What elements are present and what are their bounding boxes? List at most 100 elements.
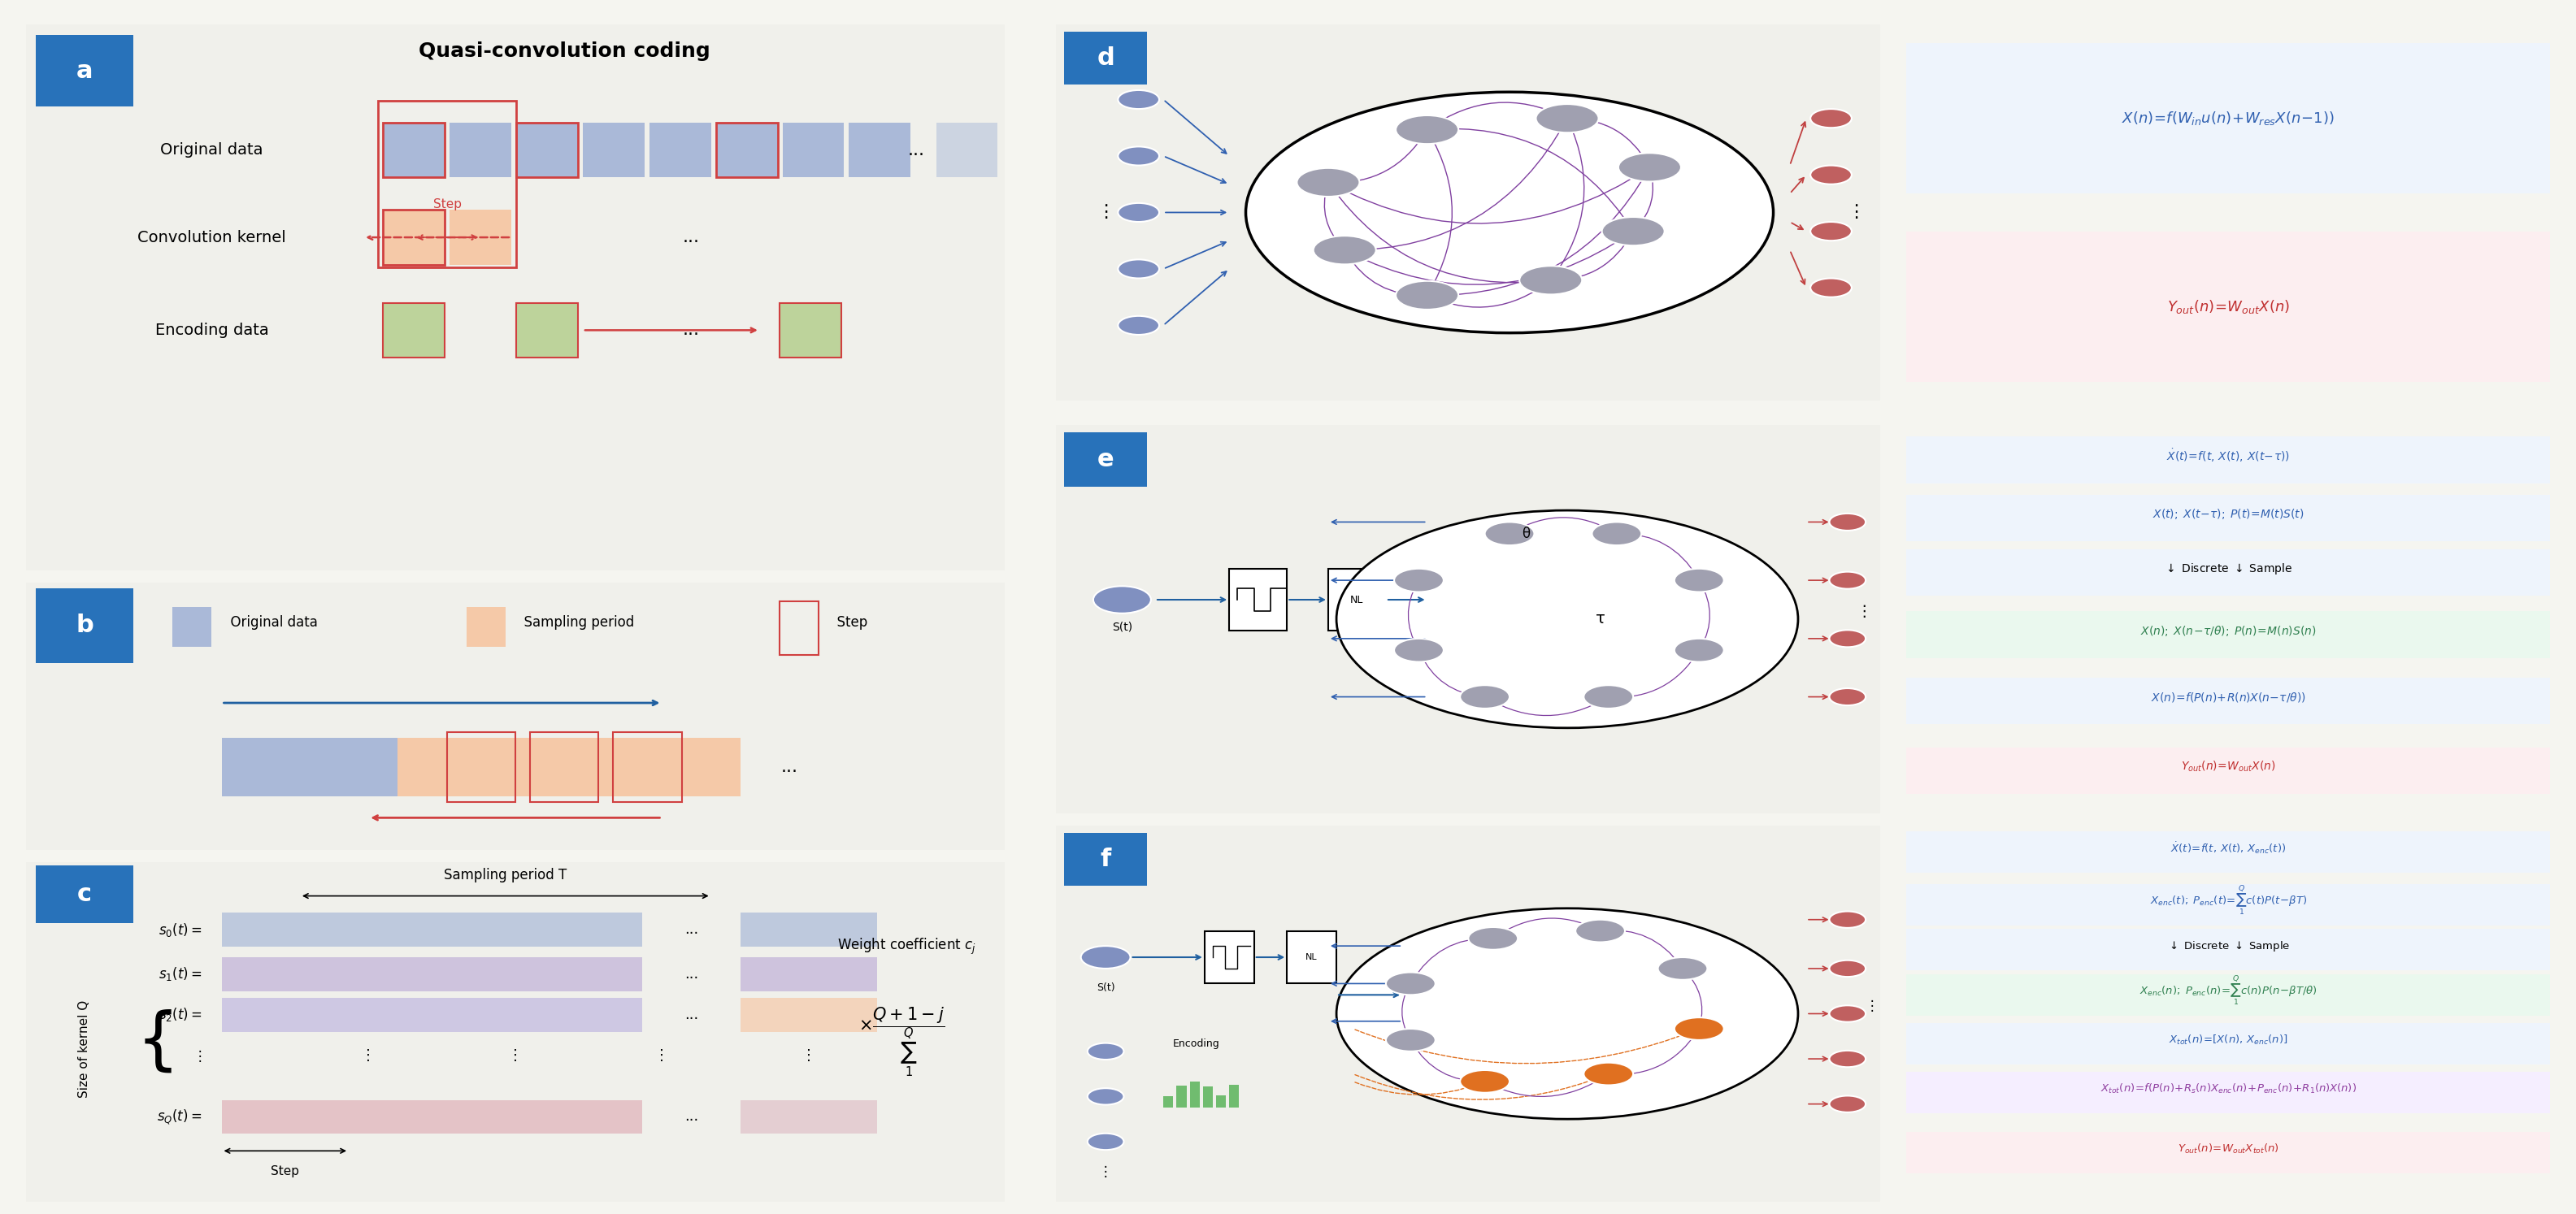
FancyBboxPatch shape [384, 210, 446, 265]
Circle shape [1829, 572, 1865, 589]
Text: Step: Step [433, 198, 461, 211]
Circle shape [1811, 165, 1852, 185]
Circle shape [1394, 568, 1443, 592]
Circle shape [1674, 568, 1723, 592]
Text: Encoding data: Encoding data [155, 323, 268, 337]
Text: ⋮: ⋮ [801, 1049, 817, 1063]
Text: Convolution kernel: Convolution kernel [137, 229, 286, 245]
Text: c: c [77, 883, 93, 906]
Text: ⋮: ⋮ [1847, 204, 1865, 221]
Text: Size of kernel Q: Size of kernel Q [77, 1000, 90, 1097]
Text: θ: θ [1522, 527, 1530, 541]
FancyBboxPatch shape [1906, 44, 2550, 194]
Circle shape [1484, 522, 1535, 545]
FancyBboxPatch shape [36, 35, 134, 107]
Text: τ: τ [1595, 612, 1605, 626]
Circle shape [1118, 203, 1159, 222]
FancyBboxPatch shape [1064, 833, 1146, 886]
Circle shape [1829, 688, 1865, 705]
FancyBboxPatch shape [649, 123, 711, 177]
Circle shape [1602, 217, 1664, 245]
Circle shape [1659, 957, 1708, 980]
FancyBboxPatch shape [1906, 884, 2550, 925]
FancyBboxPatch shape [1906, 1023, 2550, 1065]
Circle shape [1829, 960, 1865, 977]
Circle shape [1674, 1017, 1723, 1040]
Text: Weight coefficient $c_j$: Weight coefficient $c_j$ [837, 937, 976, 957]
Text: ⋮: ⋮ [1857, 603, 1873, 619]
Text: ...: ... [685, 966, 698, 981]
Text: S(t): S(t) [1097, 982, 1115, 993]
Text: ⋮: ⋮ [654, 1049, 670, 1063]
Circle shape [1829, 514, 1865, 531]
Circle shape [1087, 1134, 1123, 1150]
FancyBboxPatch shape [1906, 1133, 2550, 1174]
FancyBboxPatch shape [739, 957, 878, 991]
Text: Sampling period T: Sampling period T [443, 868, 567, 883]
Circle shape [1082, 946, 1131, 969]
Text: $\downarrow$ Discrete $\downarrow$ Sample: $\downarrow$ Discrete $\downarrow$ Sampl… [2164, 561, 2293, 575]
FancyBboxPatch shape [739, 998, 878, 1032]
FancyBboxPatch shape [515, 304, 577, 357]
Circle shape [1535, 104, 1600, 132]
FancyBboxPatch shape [739, 1100, 878, 1134]
Text: e: e [1097, 448, 1113, 472]
FancyBboxPatch shape [384, 304, 446, 357]
Circle shape [1386, 1028, 1435, 1051]
Circle shape [1396, 115, 1458, 144]
Text: $X_{tot}(n)\!=\!f(P(n)\!+\!R_s(n)X_{enc}(n)\!+\!P_{enc}(n)\!+\!R_1(n)X(n))$: $X_{tot}(n)\!=\!f(P(n)\!+\!R_s(n)X_{enc}… [2099, 1083, 2357, 1095]
Text: {: { [137, 1009, 180, 1076]
FancyBboxPatch shape [222, 957, 641, 991]
FancyBboxPatch shape [222, 998, 641, 1032]
FancyBboxPatch shape [1164, 1096, 1172, 1107]
FancyBboxPatch shape [1064, 32, 1146, 85]
Text: ...: ... [685, 1008, 698, 1022]
FancyBboxPatch shape [1906, 549, 2550, 596]
Text: $X(n);\;X(n\!-\!\tau/\theta);\;P(n)\!=\!M(n)S(n)$: $X(n);\;X(n\!-\!\tau/\theta);\;P(n)\!=\!… [2141, 624, 2316, 637]
Text: $s_Q(t)=$: $s_Q(t)=$ [157, 1107, 201, 1127]
Text: a: a [77, 59, 93, 83]
Circle shape [1577, 920, 1625, 942]
Circle shape [1674, 639, 1723, 662]
Circle shape [1461, 685, 1510, 709]
Text: $s_0(t)=$: $s_0(t)=$ [160, 921, 201, 938]
Circle shape [1118, 260, 1159, 278]
FancyBboxPatch shape [716, 123, 778, 177]
FancyBboxPatch shape [850, 123, 912, 177]
FancyBboxPatch shape [1229, 568, 1288, 631]
Text: NL: NL [1306, 953, 1319, 961]
FancyBboxPatch shape [582, 123, 644, 177]
Circle shape [1087, 1088, 1123, 1105]
Text: NL: NL [1350, 595, 1363, 605]
Circle shape [1461, 1071, 1510, 1093]
FancyBboxPatch shape [1906, 437, 2550, 483]
Circle shape [1811, 278, 1852, 297]
FancyBboxPatch shape [451, 123, 510, 177]
Circle shape [1337, 510, 1798, 728]
Text: $\times\dfrac{Q+1-j}{\sum_1^Q}$: $\times\dfrac{Q+1-j}{\sum_1^Q}$ [858, 1005, 945, 1078]
Text: $\vdots$: $\vdots$ [193, 1048, 201, 1063]
FancyBboxPatch shape [1064, 432, 1146, 487]
FancyBboxPatch shape [1056, 826, 1880, 1202]
FancyBboxPatch shape [222, 738, 397, 796]
FancyBboxPatch shape [397, 738, 739, 796]
Circle shape [1087, 1043, 1123, 1060]
Text: Original data: Original data [222, 615, 317, 630]
FancyBboxPatch shape [1329, 568, 1386, 631]
Text: $s_1(t)=$: $s_1(t)=$ [160, 965, 201, 982]
Text: $s_2(t)=$: $s_2(t)=$ [160, 1006, 201, 1023]
Text: ...: ... [685, 1110, 698, 1124]
Circle shape [1118, 316, 1159, 335]
FancyBboxPatch shape [1906, 1072, 2550, 1113]
Text: $Y_{out}(n)\!=\!W_{out}X_{tot}(n)$: $Y_{out}(n)\!=\!W_{out}X_{tot}(n)$ [2177, 1142, 2280, 1156]
FancyBboxPatch shape [1906, 929, 2550, 970]
FancyBboxPatch shape [1056, 425, 1880, 813]
Circle shape [1811, 109, 1852, 127]
Circle shape [1396, 280, 1458, 310]
Circle shape [1520, 266, 1582, 295]
FancyBboxPatch shape [1216, 1095, 1226, 1107]
FancyBboxPatch shape [1056, 24, 1880, 401]
Text: $X(n)\!=\!f(W_{in}u(n)\!+\!W_{res}X(n\!-\!1))$: $X(n)\!=\!f(W_{in}u(n)\!+\!W_{res}X(n\!-… [2123, 109, 2334, 127]
Circle shape [1092, 586, 1151, 613]
FancyBboxPatch shape [451, 210, 510, 265]
